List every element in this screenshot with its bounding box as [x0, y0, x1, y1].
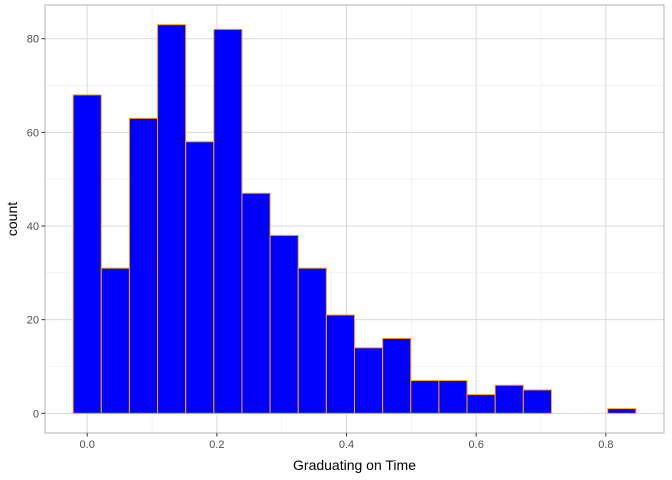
- histogram-bar: [128, 117, 159, 414]
- x-axis-ticks: 0.0 0.2 0.4 0.6 0.8: [80, 433, 613, 451]
- x-tick-label: 0.0: [80, 439, 95, 451]
- histogram-bar: [185, 141, 215, 414]
- y-tick-label: 0: [33, 408, 39, 420]
- x-tick-label: 0.8: [598, 439, 613, 451]
- histogram-bar: [72, 94, 102, 414]
- histogram-bar: [382, 337, 412, 414]
- histogram-bar: [269, 234, 299, 414]
- histogram-bar: [325, 314, 356, 414]
- y-tick-label: 20: [27, 315, 39, 327]
- histogram-bar: [100, 267, 130, 414]
- histogram-bar: [241, 192, 271, 414]
- histogram-bar: [410, 380, 440, 414]
- y-axis-ticks: 0 20 40 60 80: [27, 34, 45, 420]
- histogram-bar: [522, 389, 552, 414]
- x-tick-label: 0.6: [469, 439, 484, 451]
- histogram-bar: [466, 394, 496, 414]
- histogram-bar: [213, 28, 243, 414]
- histogram-bar: [157, 24, 187, 414]
- histogram-bar: [438, 380, 468, 414]
- histogram-bar: [297, 267, 327, 414]
- y-tick-label: 60: [27, 127, 39, 139]
- y-axis-title: count: [4, 202, 20, 236]
- histogram-bar: [494, 384, 524, 414]
- panel-border: [44, 4, 665, 434]
- histogram-bar: [607, 408, 637, 414]
- x-tick-label: 0.4: [339, 439, 354, 451]
- y-tick-label: 40: [27, 221, 39, 233]
- histogram-bars: [72, 24, 637, 414]
- y-tick-label: 80: [27, 34, 39, 46]
- x-tick-label: 0.2: [209, 439, 224, 451]
- x-axis-title: Graduating on Time: [293, 457, 416, 473]
- histogram-bar: [354, 347, 384, 414]
